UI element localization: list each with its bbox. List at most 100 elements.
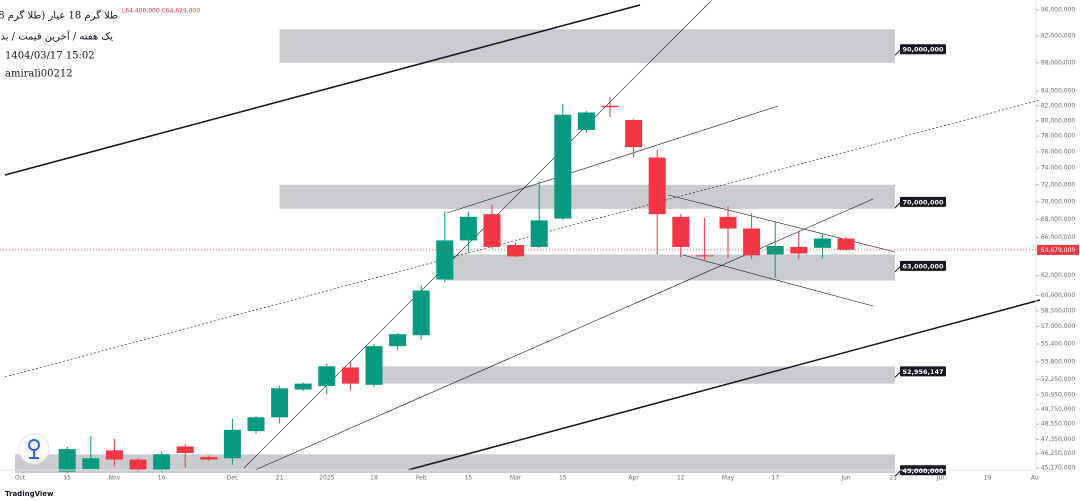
zone <box>374 366 895 384</box>
y-tick-label: 60,000,000 <box>1041 292 1076 299</box>
y-tick-label: 57,000,000 <box>1041 323 1076 330</box>
info-line: amirali00212 <box>5 69 73 80</box>
trend-line <box>254 198 874 471</box>
candle-body <box>365 346 383 385</box>
candle-body <box>294 383 312 390</box>
y-tick-label: 45,170,000 <box>1041 465 1076 472</box>
zone-label-box <box>900 196 946 207</box>
y-tick-label: 55,400,000 <box>1041 340 1076 347</box>
candles <box>58 96 855 473</box>
x-tick-label: 15 <box>63 475 71 482</box>
y-tick-label: 88,000,000 <box>1041 59 1076 66</box>
drawings <box>4 1 1041 471</box>
x-tick-label: 19 <box>984 475 992 482</box>
trend-line <box>4 4 641 176</box>
zone-label-box <box>900 44 946 55</box>
y-tick-label: 78,000,000 <box>1041 133 1076 140</box>
zone-label: 52,956,147 <box>902 368 943 376</box>
candle-body <box>105 450 123 460</box>
candle-body <box>200 456 218 460</box>
candle-body <box>436 240 454 280</box>
candle-body <box>577 112 595 130</box>
y-tick-label: 58,500,000 <box>1041 307 1076 314</box>
x-tick-label: 2025 <box>319 475 334 482</box>
candle-body <box>648 157 666 215</box>
candle-body <box>695 255 713 257</box>
zone-label: 45,000,000 <box>902 467 944 475</box>
info-line: 1404/03/17 15:02 <box>5 51 95 62</box>
candle-body <box>743 228 761 256</box>
x-tick-label: 15 <box>465 475 473 482</box>
zone-label-box <box>900 366 946 377</box>
zone <box>279 29 896 63</box>
x-tick-label: 21 <box>276 475 284 482</box>
candle-body <box>58 449 76 472</box>
x-tick-label: 12 <box>677 475 685 482</box>
y-tick-label: 66,000,000 <box>1041 234 1076 241</box>
zone-label: 63,000,000 <box>902 262 944 270</box>
trend-line <box>4 99 1041 378</box>
candle-body <box>271 388 289 418</box>
zones: 90,000,000 70,000,000 63,000,000 52,956,147… <box>15 29 946 477</box>
y-tick-label: 96,000,000 <box>1041 7 1076 14</box>
candle-body <box>483 214 501 247</box>
y-tick-label: 70,000,000 <box>1041 198 1076 205</box>
candle-body <box>813 238 831 248</box>
candle-body <box>766 245 784 255</box>
price-text: L64,400,000 C64,629,000 <box>122 8 200 15</box>
assistant-icon[interactable] <box>18 433 50 465</box>
y-tick-label: 74,000,000 <box>1041 165 1076 172</box>
zone-label: 90,000,000 <box>902 46 944 54</box>
candle-body <box>507 245 525 257</box>
y-tick-label: 68,000,000 <box>1041 216 1076 223</box>
y-tick-label: 80,000,000 <box>1041 117 1076 124</box>
candle-body <box>554 114 572 219</box>
x-tick-label: Mar <box>510 475 522 482</box>
x-tick-label: 15 <box>559 475 567 482</box>
x-tick-label: Au <box>1031 475 1039 482</box>
candle-body <box>530 220 548 247</box>
symbol-title: طلا گرم 18 عیار (طلا گرم 18 عیار) <box>0 10 118 22</box>
y-tick-label: 46,250,000 <box>1041 450 1076 457</box>
x-tick-label: Apr <box>628 475 639 482</box>
candle-body <box>719 216 737 229</box>
y-tick-label: 76,000,000 <box>1041 148 1076 155</box>
y-tick-label: 62,000,000 <box>1041 272 1076 279</box>
y-tick-label: 72,000,000 <box>1041 181 1076 188</box>
y-tick-label: 50,950,000 <box>1041 391 1076 398</box>
y-tick-label: 92,000,000 <box>1041 32 1076 39</box>
candle-body <box>247 417 265 432</box>
trend-line <box>667 194 896 253</box>
x-tick-label: 16 <box>158 475 166 482</box>
candle-body <box>153 454 171 471</box>
y-tick-label: 53,800,000 <box>1041 358 1076 365</box>
trend-line <box>243 1 711 469</box>
zone-label: 70,000,000 <box>902 198 944 206</box>
y-tick-label: 52,250,000 <box>1041 376 1076 383</box>
candle-body <box>601 105 619 108</box>
x-tick-label: 21 <box>889 475 897 482</box>
trend-line <box>682 254 874 307</box>
last-price-label: 64,679,000 <box>1041 247 1076 254</box>
candle-body <box>341 367 359 384</box>
candle-body <box>672 216 690 247</box>
candle-body <box>223 429 241 459</box>
candle-body <box>389 334 407 347</box>
info-line: یک هفته / آخرین قیمت / بدون تعدیل <box>0 30 113 43</box>
y-tick-label: 82,000,000 <box>1041 102 1076 109</box>
brand: TradingView <box>5 490 54 498</box>
x-tick-label: Jun <box>840 475 851 482</box>
x-tick-label: 17 <box>771 475 779 482</box>
candle-body <box>459 216 477 241</box>
candle-body <box>176 446 194 453</box>
y-tick-label: 47,350,000 <box>1041 436 1076 443</box>
x-tick-label: May <box>722 475 735 482</box>
candle-body <box>625 120 643 148</box>
y-tick-label: 48,550,000 <box>1041 421 1076 428</box>
x-tick-label: Oct <box>15 475 26 482</box>
candle-body <box>412 290 430 336</box>
zone <box>444 254 895 281</box>
trend-line <box>407 299 1041 471</box>
